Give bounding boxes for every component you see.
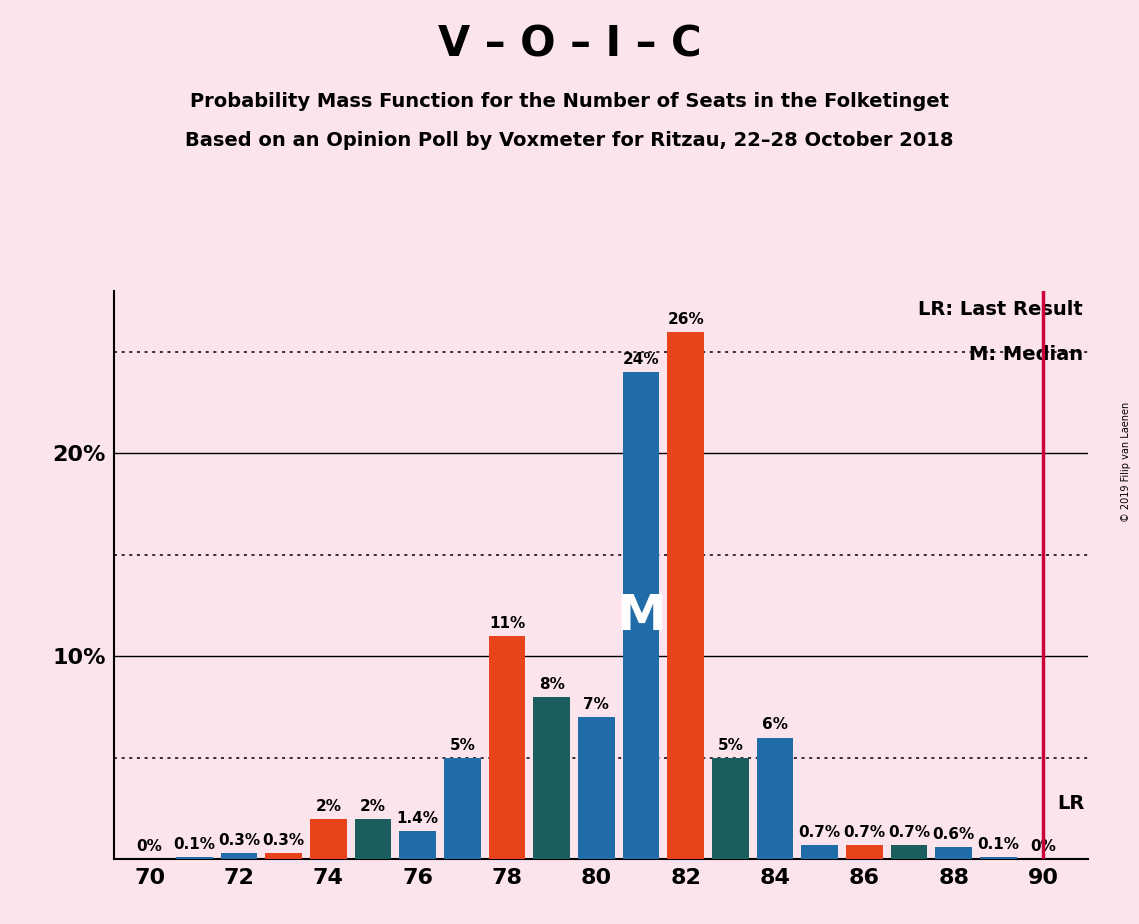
Text: 0.3%: 0.3% [263, 833, 305, 848]
Bar [891, 845, 927, 859]
Bar [444, 758, 481, 859]
Text: © 2019 Filip van Laenen: © 2019 Filip van Laenen [1121, 402, 1131, 522]
Bar [354, 819, 392, 859]
Text: 1.4%: 1.4% [396, 811, 439, 826]
Text: 2%: 2% [360, 798, 386, 814]
Bar [221, 853, 257, 859]
Bar [756, 737, 794, 859]
Bar [489, 636, 525, 859]
Bar [400, 831, 436, 859]
Bar [577, 717, 615, 859]
Bar [623, 372, 659, 859]
Text: M: Median: M: Median [969, 345, 1083, 364]
Text: 6%: 6% [762, 717, 788, 733]
Text: 0.6%: 0.6% [933, 827, 975, 842]
Bar [310, 819, 346, 859]
Text: 24%: 24% [623, 352, 659, 367]
Text: 11%: 11% [489, 616, 525, 631]
Text: V – O – I – C: V – O – I – C [437, 23, 702, 65]
Bar [802, 845, 838, 859]
Text: 0%: 0% [137, 839, 163, 855]
Bar [980, 857, 1017, 859]
Text: 2%: 2% [316, 798, 342, 814]
Text: 0.1%: 0.1% [173, 837, 215, 852]
Bar [177, 857, 213, 859]
Bar [935, 847, 972, 859]
Text: LR: Last Result: LR: Last Result [918, 299, 1083, 319]
Text: Based on an Opinion Poll by Voxmeter for Ritzau, 22–28 October 2018: Based on an Opinion Poll by Voxmeter for… [186, 131, 953, 151]
Text: 5%: 5% [450, 737, 475, 753]
Text: 0.7%: 0.7% [888, 825, 931, 840]
Text: LR: LR [1057, 794, 1084, 813]
Bar [667, 332, 704, 859]
Text: 8%: 8% [539, 677, 565, 692]
Text: 0.7%: 0.7% [843, 825, 885, 840]
Text: 0%: 0% [1030, 839, 1056, 855]
Bar [712, 758, 748, 859]
Bar [846, 845, 883, 859]
Text: 0.3%: 0.3% [218, 833, 260, 848]
Text: 0.1%: 0.1% [977, 837, 1019, 852]
Text: 7%: 7% [583, 698, 609, 712]
Text: 26%: 26% [667, 311, 704, 326]
Text: M: M [616, 591, 666, 639]
Text: 5%: 5% [718, 737, 744, 753]
Bar [533, 697, 570, 859]
Text: 0.7%: 0.7% [798, 825, 841, 840]
Text: Probability Mass Function for the Number of Seats in the Folketinget: Probability Mass Function for the Number… [190, 92, 949, 112]
Bar [265, 853, 302, 859]
